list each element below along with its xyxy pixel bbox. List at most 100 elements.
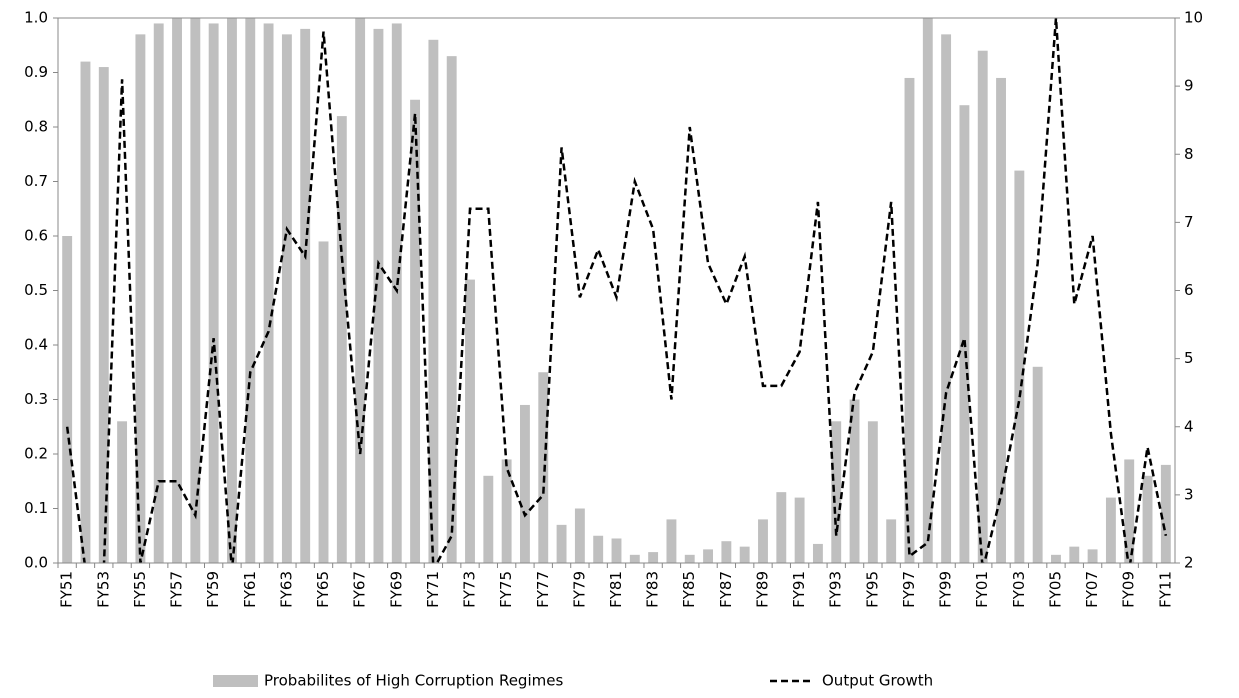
x-tick-label: FY51 [58,571,76,608]
bar [977,50,988,563]
y-tick-label: 0.6 [24,227,48,245]
bar [1160,464,1171,563]
bar [758,519,768,563]
bar [1032,366,1043,563]
bar [684,554,695,563]
y-tick-label: 0.8 [24,118,48,136]
bar [227,18,237,563]
bar [300,28,311,563]
x-tick-label: FY63 [277,571,295,608]
x-tick-label: FY01 [973,571,991,608]
bar [574,508,585,563]
x-tick-label: FY09 [1120,571,1138,608]
bar [428,39,439,564]
bar [776,492,787,563]
y2-tick-label: 8 [1184,145,1194,163]
legend-swatch [213,675,258,687]
x-tick-label: FY95 [863,571,881,608]
y-tick-label: 0.1 [24,499,48,517]
y-tick-label: 0.0 [24,554,48,572]
bar [1051,554,1061,563]
y-tick-label: 1.0 [24,9,48,27]
bar [721,541,732,563]
bar [172,18,182,563]
bar [373,28,384,563]
x-tick-label: FY91 [790,571,808,608]
x-tick-label: FY71 [424,571,442,608]
bar [812,543,823,563]
bar [794,497,805,563]
y-tick-label: 0.9 [24,63,48,81]
x-tick-label: FY97 [900,571,918,608]
y2-tick-label: 10 [1184,9,1203,27]
x-tick-label: FY05 [1046,571,1064,608]
bar [648,552,659,563]
bar [117,421,128,563]
bar [629,554,640,563]
line [65,18,1168,563]
x-tick-label: FY59 [204,571,222,608]
y2-tick-label: 6 [1184,281,1194,299]
y-tick-label: 0.7 [24,172,48,190]
bar [336,116,347,563]
bar [556,524,567,563]
bar [1087,549,1098,563]
legend-label: Probabilites of High Corruption Regimes [264,672,563,690]
legend-label: Output Growth [822,672,933,690]
y2-tick-label: 2 [1184,554,1194,572]
bar [904,77,915,563]
bar [867,421,878,563]
x-tick-label: FY77 [534,571,552,608]
x-tick-label: FY67 [351,571,369,608]
bar [281,34,292,564]
bar [996,77,1006,563]
bar [849,399,860,563]
y-tick-label: 0.5 [24,281,48,299]
bar [593,535,604,563]
x-tick-label: FY11 [1156,571,1174,608]
x-tick-label: FY75 [497,571,515,608]
x-tick-label: FY57 [168,571,186,608]
bar [941,34,952,564]
bar [446,56,457,564]
bar [1142,475,1153,563]
bar [318,241,329,563]
bar [80,61,91,563]
bar [190,18,201,563]
y2-tick-label: 9 [1184,77,1194,95]
bar [98,67,109,564]
x-tick-label: FY81 [607,571,625,608]
y2-tick-label: 5 [1184,349,1194,367]
y2-tick-label: 4 [1184,417,1194,435]
bar [135,34,146,564]
bar [483,475,494,563]
bar [831,421,842,563]
bar [208,23,219,563]
x-tick-label: FY07 [1083,571,1101,608]
bar [538,372,549,563]
bar [245,18,256,563]
x-tick-label: FY55 [131,571,149,608]
y2-tick-label: 7 [1184,213,1194,231]
bar [391,23,402,563]
x-tick-label: FY85 [680,571,698,608]
bar [703,549,714,563]
x-tick-label: FY69 [387,571,405,608]
bar [519,404,530,563]
bar [959,105,970,563]
bar [263,23,274,563]
x-tick-label: FY87 [717,571,735,608]
bar [1105,497,1116,563]
x-tick-label: FY83 [644,571,662,608]
bar [666,519,677,563]
bar [410,99,421,563]
bar [922,18,933,563]
bar [1069,546,1080,563]
x-tick-label: FY65 [314,571,332,608]
bar [886,519,897,563]
bar [355,18,366,563]
y-tick-label: 0.4 [24,336,48,354]
bar [153,23,164,563]
x-tick-label: FY03 [1010,571,1028,608]
